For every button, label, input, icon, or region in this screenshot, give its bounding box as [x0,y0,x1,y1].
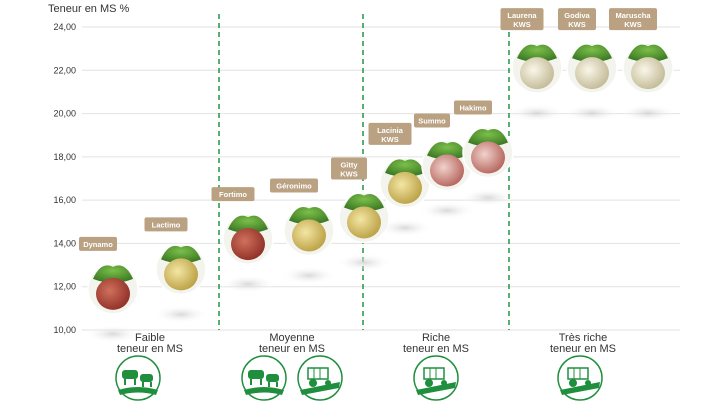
point-label: Hakimo [459,104,487,113]
point-label: Maruscha [615,11,651,20]
beet-point: Summo [414,113,475,220]
y-tick-label: 22,00 [53,65,76,75]
point-tag [454,100,492,115]
harvester-icon [413,355,459,401]
point-shadow [377,218,433,237]
category-label: Faible [135,332,165,344]
point-shadow [153,305,209,324]
beet-point: Hakimo [454,100,516,207]
beet-root-icon [231,228,265,261]
category-sublabel: teneur en MS [259,343,325,355]
point-tag [368,122,412,145]
beet-root-icon [388,171,422,204]
beet-root-icon [520,57,554,90]
point-label: Fortimo [219,190,247,199]
point-tag [500,8,544,31]
cattle-icon [115,355,161,401]
y-tick-labels: 10,00 12,00 14,00 16,00 18,00 20,00 22,00 24,00 [53,22,76,335]
beet-root-icon [575,57,609,90]
beet-root-icon [430,154,464,187]
leaf-icon [427,142,467,160]
leaf-icon [93,265,133,283]
beet-root-icon [292,219,326,252]
leaf-icon [289,206,329,225]
y-tick-label: 24,00 [53,22,76,32]
point-label: Lacinia [377,126,404,135]
point-label: Gitty [340,160,358,169]
point-label-suffix: KWS [340,169,358,178]
leaf-icon [468,129,508,147]
point-shadow [509,104,565,123]
point-label-suffix: KWS [381,135,399,144]
point-label-suffix: KWS [568,20,586,29]
point-shadow [419,201,475,220]
point-tag [414,113,450,128]
point-label: Godiva [564,11,590,20]
leaf-icon [344,193,384,212]
point-shadow [281,266,337,285]
point-tag [609,8,657,31]
y-tick-label: 16,00 [53,195,76,205]
point-tag [79,236,117,251]
leaf-icon [161,245,201,264]
point-label: Summo [418,117,446,126]
point-shadow [564,104,620,123]
point-tag [270,178,318,193]
beet-point: Fortimo [211,187,276,294]
leaf-icon [228,215,268,234]
point-label: Géronimo [276,181,312,190]
y-tick-label: 14,00 [53,238,76,248]
cattle-icon [241,355,287,401]
usage-icons [115,355,603,401]
leaf-icon [385,159,425,177]
beet-point: Lactimo [144,217,209,324]
category-sublabel: teneur en MS [550,343,616,355]
category-label: Très riche [559,332,608,344]
beet-point: Géronimo [270,178,337,285]
leaf-icon [517,44,557,63]
beet-root-icon [631,57,665,90]
point-label: Laurena [507,11,537,20]
beet-root-icon [347,206,381,239]
leaf-icon [572,44,612,63]
y-tick-label: 18,00 [53,152,76,162]
point-label: Lactimo [152,220,181,229]
beet-point: Dynamo [79,236,141,343]
beet-root-icon [164,258,198,291]
y-tick-label: 10,00 [53,325,76,335]
point-label: Dynamo [83,240,113,249]
beet-root-icon [96,277,130,310]
point-tag [144,217,188,232]
category-sublabel: teneur en MS [117,343,183,355]
point-shadow [85,324,141,343]
y-tick-label: 12,00 [53,282,76,292]
point-shadow [220,275,276,294]
data-points: DynamoLactimoFortimoGéronimoGittyKWSLaci… [79,8,676,343]
harvester-icon [557,355,603,401]
point-label-suffix: KWS [513,20,531,29]
category-label: Moyenne [269,332,314,344]
y-tick-label: 20,00 [53,109,76,119]
category-label: Riche [422,332,450,344]
y-axis-label: Teneur en MS % [48,3,130,15]
point-label-suffix: KWS [624,20,642,29]
point-shadow [336,253,392,272]
leaf-icon [628,44,668,63]
harvester-icon [297,355,343,401]
point-shadow [460,188,516,207]
beet-root-icon [471,141,505,174]
point-tag [558,8,596,31]
point-shadow [620,104,676,123]
point-tag [331,157,367,180]
point-tag [211,187,255,202]
category-sublabel: teneur en MS [403,343,469,355]
